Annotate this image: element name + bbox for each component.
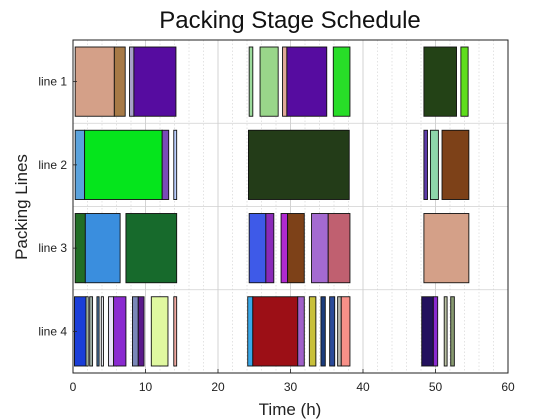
task-bar bbox=[131, 296, 139, 367]
task-bar bbox=[297, 296, 305, 367]
task-bar bbox=[84, 213, 121, 284]
y-axis-label: Packing Lines bbox=[12, 154, 31, 260]
task-bar bbox=[113, 46, 126, 117]
x-tick-label: 10 bbox=[139, 380, 153, 394]
task-bar bbox=[247, 129, 350, 200]
task-bar bbox=[84, 129, 163, 200]
task-bar bbox=[129, 46, 135, 117]
y-tick-label: line 4 bbox=[38, 324, 67, 338]
chart-title: Packing Stage Schedule bbox=[159, 7, 421, 34]
x-tick-label: 60 bbox=[501, 380, 515, 394]
task-bar bbox=[282, 46, 288, 117]
task-bar bbox=[441, 129, 470, 200]
task-bar bbox=[423, 129, 428, 200]
x-tick-label: 40 bbox=[356, 380, 370, 394]
task-bar bbox=[423, 46, 457, 117]
y-tick-label: line 1 bbox=[38, 75, 67, 89]
task-bar bbox=[443, 296, 448, 367]
task-bar bbox=[85, 296, 89, 367]
x-tick-label: 50 bbox=[429, 380, 443, 394]
task-bar bbox=[252, 296, 299, 367]
task-bar bbox=[311, 213, 329, 284]
task-bar bbox=[96, 296, 100, 367]
task-bar bbox=[450, 296, 455, 367]
task-bar bbox=[421, 296, 434, 367]
task-bar bbox=[429, 129, 439, 200]
x-axis-label: Time (h) bbox=[259, 400, 322, 419]
x-tick-label: 30 bbox=[284, 380, 298, 394]
task-bar bbox=[423, 213, 470, 284]
task-bar bbox=[248, 213, 267, 284]
x-ticks: 0 10 20 30 40 50 60 bbox=[70, 369, 515, 394]
y-ticks: line 1 line 2 line 3 line 4 bbox=[38, 75, 77, 338]
task-bar bbox=[320, 296, 326, 367]
task-bar bbox=[248, 46, 254, 117]
task-bar bbox=[287, 213, 305, 284]
task-bar bbox=[265, 213, 275, 284]
task-bar bbox=[89, 296, 94, 367]
x-tick-label: 20 bbox=[211, 380, 225, 394]
task-bar bbox=[280, 213, 289, 284]
task-bar bbox=[286, 46, 328, 117]
task-bar bbox=[340, 296, 351, 367]
task-bar bbox=[74, 46, 115, 117]
task-bar bbox=[308, 296, 317, 367]
task-bar bbox=[432, 296, 439, 367]
task-bar bbox=[460, 46, 469, 117]
task-bar bbox=[247, 296, 254, 367]
task-bar bbox=[327, 213, 351, 284]
task-bar bbox=[150, 296, 169, 367]
task-bar bbox=[337, 296, 342, 367]
task-bar bbox=[161, 129, 170, 200]
y-tick-label: line 3 bbox=[38, 241, 67, 255]
x-tick-label: 0 bbox=[70, 380, 77, 394]
task-bar bbox=[133, 46, 177, 117]
task-bar bbox=[332, 46, 351, 117]
task-bar bbox=[100, 296, 104, 367]
task-bar bbox=[329, 296, 336, 367]
task-bars bbox=[73, 46, 470, 367]
task-bar bbox=[259, 46, 279, 117]
task-bar bbox=[173, 296, 178, 367]
task-bar bbox=[173, 129, 178, 200]
y-tick-label: line 2 bbox=[38, 158, 67, 172]
task-bar bbox=[108, 296, 115, 367]
task-bar bbox=[113, 296, 127, 367]
task-bar bbox=[125, 213, 178, 284]
task-bar bbox=[137, 296, 145, 367]
